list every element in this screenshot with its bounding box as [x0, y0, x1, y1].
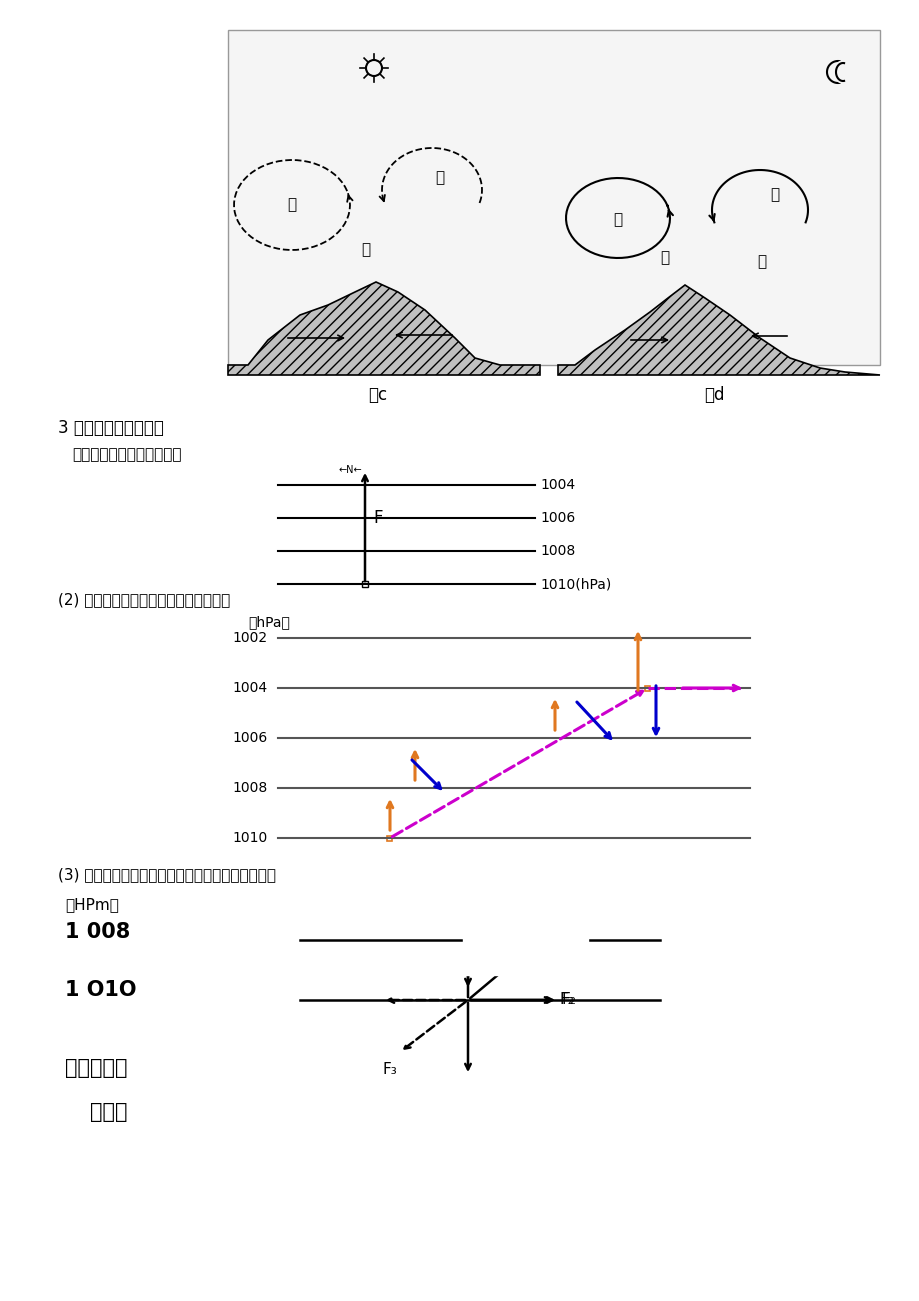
- Text: 1004: 1004: [539, 477, 574, 492]
- Text: （北半球近: （北半球近: [65, 1058, 128, 1079]
- Text: F₁: F₁: [472, 890, 487, 904]
- Text: F: F: [372, 509, 382, 527]
- Text: 暖: 暖: [435, 170, 444, 186]
- Polygon shape: [228, 282, 539, 375]
- Text: 冷: 冷: [756, 255, 766, 269]
- Text: F₂: F₂: [562, 993, 576, 1007]
- Text: （hPa）: （hPa）: [248, 615, 289, 628]
- Text: 1 008: 1 008: [65, 922, 130, 942]
- Text: F₂: F₂: [560, 993, 574, 1007]
- Text: 地面）: 地面）: [90, 1102, 128, 1121]
- Text: 1 O1O: 1 O1O: [65, 980, 136, 1000]
- Text: 1010: 1010: [233, 831, 267, 846]
- Bar: [645, 686, 650, 691]
- Text: 1010(hPa): 1010(hPa): [539, 578, 610, 591]
- Text: 1008: 1008: [233, 781, 267, 795]
- Text: ←N←: ←N←: [338, 464, 361, 475]
- Text: （HPm）: （HPm）: [65, 898, 119, 912]
- Text: 冷: 冷: [660, 251, 669, 265]
- Text: 暖: 暖: [769, 187, 778, 203]
- Text: 冷: 冷: [613, 212, 622, 228]
- Text: 图c: 图c: [368, 386, 387, 405]
- Text: 1008: 1008: [539, 544, 574, 558]
- Text: 风向: 风向: [548, 896, 566, 912]
- Text: 1004: 1004: [233, 680, 267, 695]
- Text: 1006: 1006: [233, 731, 267, 745]
- Bar: [387, 835, 392, 840]
- Text: 只受水平气压梯度力作用：: 只受水平气压梯度力作用：: [72, 448, 181, 462]
- Text: (2) 水平气压梯度力和地转偏向力作用：: (2) 水平气压梯度力和地转偏向力作用：: [58, 592, 230, 608]
- Text: 暖: 暖: [287, 198, 296, 212]
- Text: F₁: F₁: [472, 882, 487, 898]
- Bar: [228, 30, 879, 366]
- Text: F₃: F₃: [381, 1062, 397, 1077]
- Text: 3 大气的水平运动：风: 3 大气的水平运动：风: [58, 419, 164, 437]
- Text: 风向: 风向: [545, 929, 563, 943]
- Text: 图d: 图d: [703, 386, 723, 405]
- Polygon shape: [558, 285, 879, 375]
- Text: 冷: 冷: [361, 242, 370, 258]
- Text: (3) 水平气压梯度力、地转偏向力和地面摩擦力作用: (3) 水平气压梯度力、地转偏向力和地面摩擦力作用: [58, 868, 276, 882]
- Text: 1002: 1002: [233, 631, 267, 645]
- Bar: [361, 582, 368, 587]
- Text: 1006: 1006: [539, 511, 574, 526]
